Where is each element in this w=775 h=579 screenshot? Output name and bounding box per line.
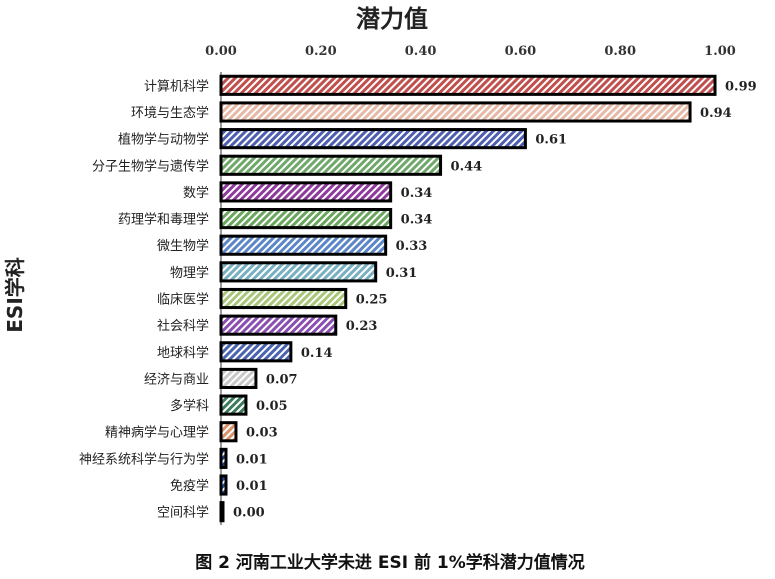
axis-title-top: 潜力值 <box>356 5 428 33</box>
bar <box>219 261 378 283</box>
bar <box>219 474 228 496</box>
x-tick-label: 0.60 <box>505 44 537 59</box>
category-label: 植物学与动物学 <box>118 132 209 148</box>
category-label: 物理学 <box>170 265 209 281</box>
value-label: 0.44 <box>451 159 483 174</box>
category-label: 计算机科学 <box>144 78 209 94</box>
x-tick-label: 0.80 <box>604 44 636 59</box>
value-label: 0.33 <box>396 239 428 254</box>
value-label: 0.07 <box>266 372 298 387</box>
bar <box>219 101 692 123</box>
category-label: 多学科 <box>170 398 209 414</box>
category-label: 环境与生态学 <box>131 105 209 121</box>
bar <box>219 367 258 390</box>
category-label: 空间科学 <box>157 505 209 521</box>
bar <box>219 128 527 150</box>
value-label: 0.25 <box>356 293 388 308</box>
bar <box>219 207 393 230</box>
bar <box>219 234 388 256</box>
category-label: 神经系统科学与行为学 <box>79 451 209 467</box>
bar <box>219 314 338 336</box>
value-label: 0.00 <box>233 506 265 521</box>
axis-title-left: ESI学科 <box>3 257 27 333</box>
bar <box>219 154 443 176</box>
value-label: 0.61 <box>535 133 567 148</box>
bar <box>219 287 348 310</box>
value-label: 0.34 <box>401 186 433 201</box>
value-label: 0.23 <box>346 319 378 334</box>
category-label: 微生物学 <box>157 238 209 254</box>
bar <box>219 501 225 523</box>
bar <box>219 394 248 416</box>
bar <box>219 421 238 443</box>
category-label: 临床医学 <box>157 292 209 308</box>
value-label: 0.01 <box>236 479 268 494</box>
bar <box>219 447 228 469</box>
x-tick-label: 0.00 <box>205 44 237 59</box>
value-label: 0.14 <box>301 346 333 361</box>
bar <box>219 181 393 203</box>
x-tick-label: 1.00 <box>704 44 736 59</box>
value-label: 0.99 <box>725 79 757 94</box>
category-label: 经济与商业 <box>144 372 209 387</box>
bar <box>219 74 717 96</box>
value-label: 0.05 <box>256 399 288 414</box>
category-label: 免疫学 <box>170 478 209 494</box>
figure-caption: 图 2 河南工业大学未进 ESI 前 1%学科潜力值情况 <box>195 552 584 573</box>
value-label: 0.31 <box>386 266 418 281</box>
value-label: 0.03 <box>246 426 278 441</box>
category-label: 数学 <box>183 185 209 201</box>
value-label: 0.01 <box>236 452 268 467</box>
category-label: 地球科学 <box>157 345 209 361</box>
category-label: 分子生物学与遗传学 <box>92 158 209 174</box>
x-tick-label: 0.20 <box>305 44 337 59</box>
value-label: 0.34 <box>401 213 433 228</box>
category-label: 社会科学 <box>157 318 209 334</box>
value-label: 0.94 <box>700 106 732 121</box>
plot-area: 计算机科学 0.99 环境与生态学 0.94 植物学与动物学 0.61 分子生物学与遗传学 0… <box>79 72 757 525</box>
category-label: 精神病学与心理学 <box>105 425 209 441</box>
bar <box>219 341 293 363</box>
x-axis-ticks: 0.00 0.20 0.40 0.60 0.80 1.00 <box>205 44 736 59</box>
x-tick-label: 0.40 <box>405 44 437 59</box>
category-label: 药理学和毒理学 <box>118 212 209 228</box>
